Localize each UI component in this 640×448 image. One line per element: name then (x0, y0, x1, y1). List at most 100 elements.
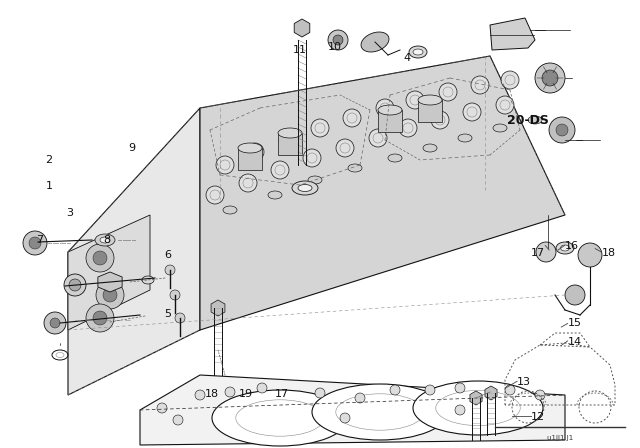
Circle shape (195, 390, 205, 400)
Circle shape (536, 242, 556, 262)
Circle shape (399, 119, 417, 137)
Circle shape (303, 149, 321, 167)
Text: 17: 17 (531, 248, 545, 258)
Text: 18: 18 (205, 389, 219, 399)
Circle shape (206, 186, 224, 204)
Ellipse shape (308, 176, 322, 184)
Circle shape (225, 387, 235, 397)
Ellipse shape (413, 381, 543, 435)
Ellipse shape (556, 242, 574, 254)
Ellipse shape (561, 245, 570, 251)
Circle shape (336, 139, 354, 157)
Circle shape (406, 91, 424, 109)
Text: 18: 18 (602, 248, 616, 258)
Ellipse shape (423, 144, 437, 152)
Circle shape (542, 70, 558, 86)
Circle shape (64, 274, 86, 296)
Polygon shape (485, 386, 497, 400)
Circle shape (471, 76, 489, 94)
Polygon shape (200, 56, 565, 330)
Circle shape (355, 393, 365, 403)
Circle shape (103, 288, 117, 302)
Ellipse shape (223, 206, 237, 214)
Circle shape (315, 388, 325, 398)
Circle shape (425, 385, 435, 395)
Circle shape (93, 251, 107, 265)
Ellipse shape (95, 234, 115, 246)
Text: 5: 5 (164, 309, 172, 319)
Polygon shape (418, 100, 442, 122)
Circle shape (455, 405, 465, 415)
Ellipse shape (378, 105, 402, 115)
Circle shape (175, 313, 185, 323)
Circle shape (93, 311, 107, 325)
Circle shape (565, 285, 585, 305)
Circle shape (549, 117, 575, 143)
Text: 19: 19 (239, 389, 253, 399)
Circle shape (439, 83, 457, 101)
Ellipse shape (409, 46, 427, 58)
Text: 4: 4 (403, 53, 410, 63)
Text: 14: 14 (568, 337, 582, 347)
Circle shape (496, 96, 514, 114)
Polygon shape (68, 108, 200, 395)
Circle shape (369, 129, 387, 147)
Ellipse shape (292, 181, 318, 195)
Circle shape (29, 237, 41, 249)
Text: 1: 1 (45, 181, 52, 191)
Text: u1JJ1 J1: u1JJ1 J1 (547, 435, 573, 441)
Circle shape (96, 281, 124, 309)
Circle shape (390, 385, 400, 395)
Ellipse shape (268, 191, 282, 199)
Circle shape (535, 390, 545, 400)
Ellipse shape (388, 154, 402, 162)
Ellipse shape (348, 164, 362, 172)
Circle shape (505, 385, 515, 395)
Text: 3: 3 (67, 208, 74, 218)
Text: 13: 13 (517, 377, 531, 387)
Polygon shape (490, 18, 535, 50)
Circle shape (535, 63, 565, 93)
Polygon shape (140, 375, 565, 445)
Text: 6: 6 (164, 250, 172, 260)
Ellipse shape (312, 384, 448, 440)
Circle shape (257, 383, 267, 393)
Circle shape (376, 99, 394, 117)
Circle shape (86, 304, 114, 332)
Circle shape (340, 413, 350, 423)
Circle shape (343, 109, 361, 127)
Circle shape (170, 290, 180, 300)
Ellipse shape (100, 237, 110, 243)
Circle shape (44, 312, 66, 334)
Polygon shape (98, 272, 122, 292)
Ellipse shape (413, 49, 423, 55)
Text: 9: 9 (129, 143, 136, 153)
Circle shape (23, 231, 47, 255)
Circle shape (69, 279, 81, 291)
Circle shape (279, 131, 297, 149)
Polygon shape (278, 133, 302, 155)
Text: 10: 10 (328, 42, 342, 52)
Polygon shape (238, 148, 262, 170)
Ellipse shape (528, 116, 542, 124)
Circle shape (556, 124, 568, 136)
Circle shape (311, 119, 329, 137)
Circle shape (157, 403, 167, 413)
Ellipse shape (212, 390, 348, 446)
Text: 7: 7 (36, 235, 44, 245)
Text: 20-DS: 20-DS (507, 113, 549, 127)
Ellipse shape (458, 134, 472, 142)
Circle shape (501, 71, 519, 89)
Polygon shape (68, 215, 150, 330)
Circle shape (578, 243, 602, 267)
Circle shape (333, 35, 343, 45)
Polygon shape (361, 32, 389, 52)
Circle shape (246, 143, 264, 161)
Polygon shape (470, 391, 482, 405)
Text: 16: 16 (564, 241, 579, 250)
Circle shape (165, 265, 175, 275)
Text: 12: 12 (531, 412, 545, 422)
Circle shape (86, 244, 114, 272)
Circle shape (431, 111, 449, 129)
Circle shape (463, 103, 481, 121)
